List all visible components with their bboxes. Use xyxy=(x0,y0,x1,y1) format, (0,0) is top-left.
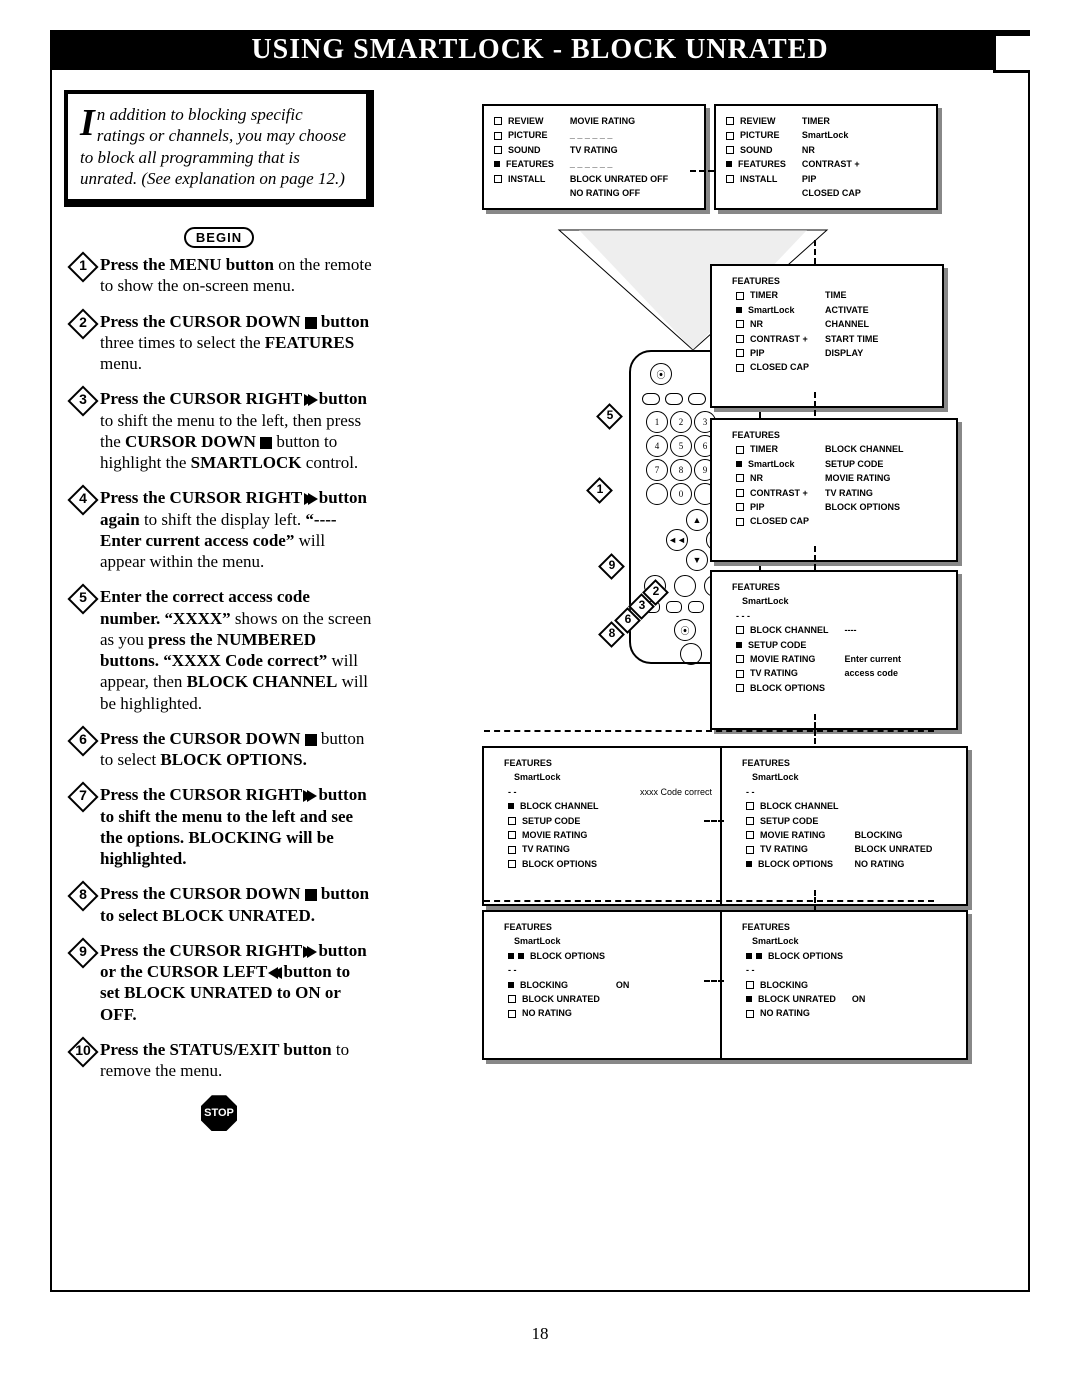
remote-btn xyxy=(666,601,682,613)
menu-4: FEATURES TIMER SmartLock NR CONTRAST + P… xyxy=(710,418,958,562)
connector xyxy=(704,820,724,822)
callout-1: 1 xyxy=(589,480,611,502)
remote-btn xyxy=(688,393,706,405)
menu-9: FEATURESSmartLock BLOCK OPTIONS- - BLOCK… xyxy=(720,910,968,1060)
connector xyxy=(814,392,816,416)
remote-btn xyxy=(688,601,704,613)
cursor-left-icon: ◄◄ xyxy=(666,529,688,551)
remote-btn xyxy=(674,575,696,597)
menu-6: FEATURESSmartLock- -xxxx Code correct BL… xyxy=(482,746,724,906)
steps-list: 1Press the MENU button on the remote to … xyxy=(64,254,374,1081)
step-1: 1Press the MENU button on the remote to … xyxy=(70,254,374,297)
menu-2: REVIEW PICTURE SOUND FEATURES INSTALLTIM… xyxy=(714,104,938,210)
begin-badge: BEGIN xyxy=(184,227,254,248)
connector xyxy=(690,170,714,172)
remote-btn xyxy=(642,393,660,405)
step-3: 3Press the CURSOR RIGHT button to shift … xyxy=(70,388,374,473)
connector xyxy=(704,980,724,982)
content-frame: In addition to blocking specific ratings… xyxy=(50,70,1030,1292)
page-number: 18 xyxy=(0,1324,1080,1344)
cursor-up-icon: ▲ xyxy=(686,509,708,531)
tab-marker xyxy=(993,33,1030,73)
step-8: 8Press the CURSOR DOWN button to select … xyxy=(70,883,374,926)
diagram-column: ⦿ ⏻ 123 456 xyxy=(374,90,1016,1190)
cursor-down-icon: ▼ xyxy=(686,549,708,571)
callout-9b: 9 xyxy=(601,556,623,578)
connector xyxy=(484,900,934,902)
stop-icon: STOP xyxy=(201,1095,237,1131)
step-4: 4Press the CURSOR RIGHT button again to … xyxy=(70,487,374,572)
connector xyxy=(814,240,816,264)
menu-1: REVIEW PICTURE SOUND FEATURES INSTALLMOV… xyxy=(482,104,706,210)
remote-btn: ⦿ xyxy=(650,363,672,385)
callout-8: 8 xyxy=(601,624,623,646)
instructions-column: In addition to blocking specific ratings… xyxy=(64,90,374,1131)
status-exit-btn: ⦿ xyxy=(673,618,697,642)
callout-5: 5 xyxy=(599,406,621,428)
intro-text: n addition to blocking specific ratings … xyxy=(80,105,346,188)
menu-3: FEATURES TIMER SmartLock NR CONTRAST + P… xyxy=(710,264,944,408)
connector xyxy=(814,714,816,744)
menu-5: FEATURESSmartLock- - - BLOCK CHANNEL SET… xyxy=(710,570,958,730)
menu-7: FEATURESSmartLock- - BLOCK CHANNEL SETUP… xyxy=(720,746,968,906)
page-title: USING SMARTLOCK - BLOCK UNRATED xyxy=(251,34,828,66)
dropcap: I xyxy=(80,108,95,138)
connector xyxy=(814,546,816,570)
menu-8: FEATURESSmartLock BLOCK OPTIONS- - BLOCK… xyxy=(482,910,724,1060)
title-bar: USING SMARTLOCK - BLOCK UNRATED xyxy=(50,30,1030,70)
step-5: 5Enter the correct access code number. “… xyxy=(70,586,374,714)
remote-btn xyxy=(680,643,702,665)
step-2: 2Press the CURSOR DOWN button three time… xyxy=(70,311,374,375)
remote-btn xyxy=(665,393,683,405)
step-7: 7Press the CURSOR RIGHT button to shift … xyxy=(70,784,374,869)
step-9: 9Press the CURSOR RIGHT button or the CU… xyxy=(70,940,374,1025)
number-pad: 123 456 789 0 xyxy=(645,410,717,506)
manual-page: USING SMARTLOCK - BLOCK UNRATED In addit… xyxy=(0,0,1080,1362)
connector xyxy=(484,730,934,732)
intro-box: In addition to blocking specific ratings… xyxy=(64,90,374,207)
step-10: 10Press the STATUS/EXIT button to remove… xyxy=(70,1039,374,1082)
step-6: 6Press the CURSOR DOWN button to select … xyxy=(70,728,374,771)
